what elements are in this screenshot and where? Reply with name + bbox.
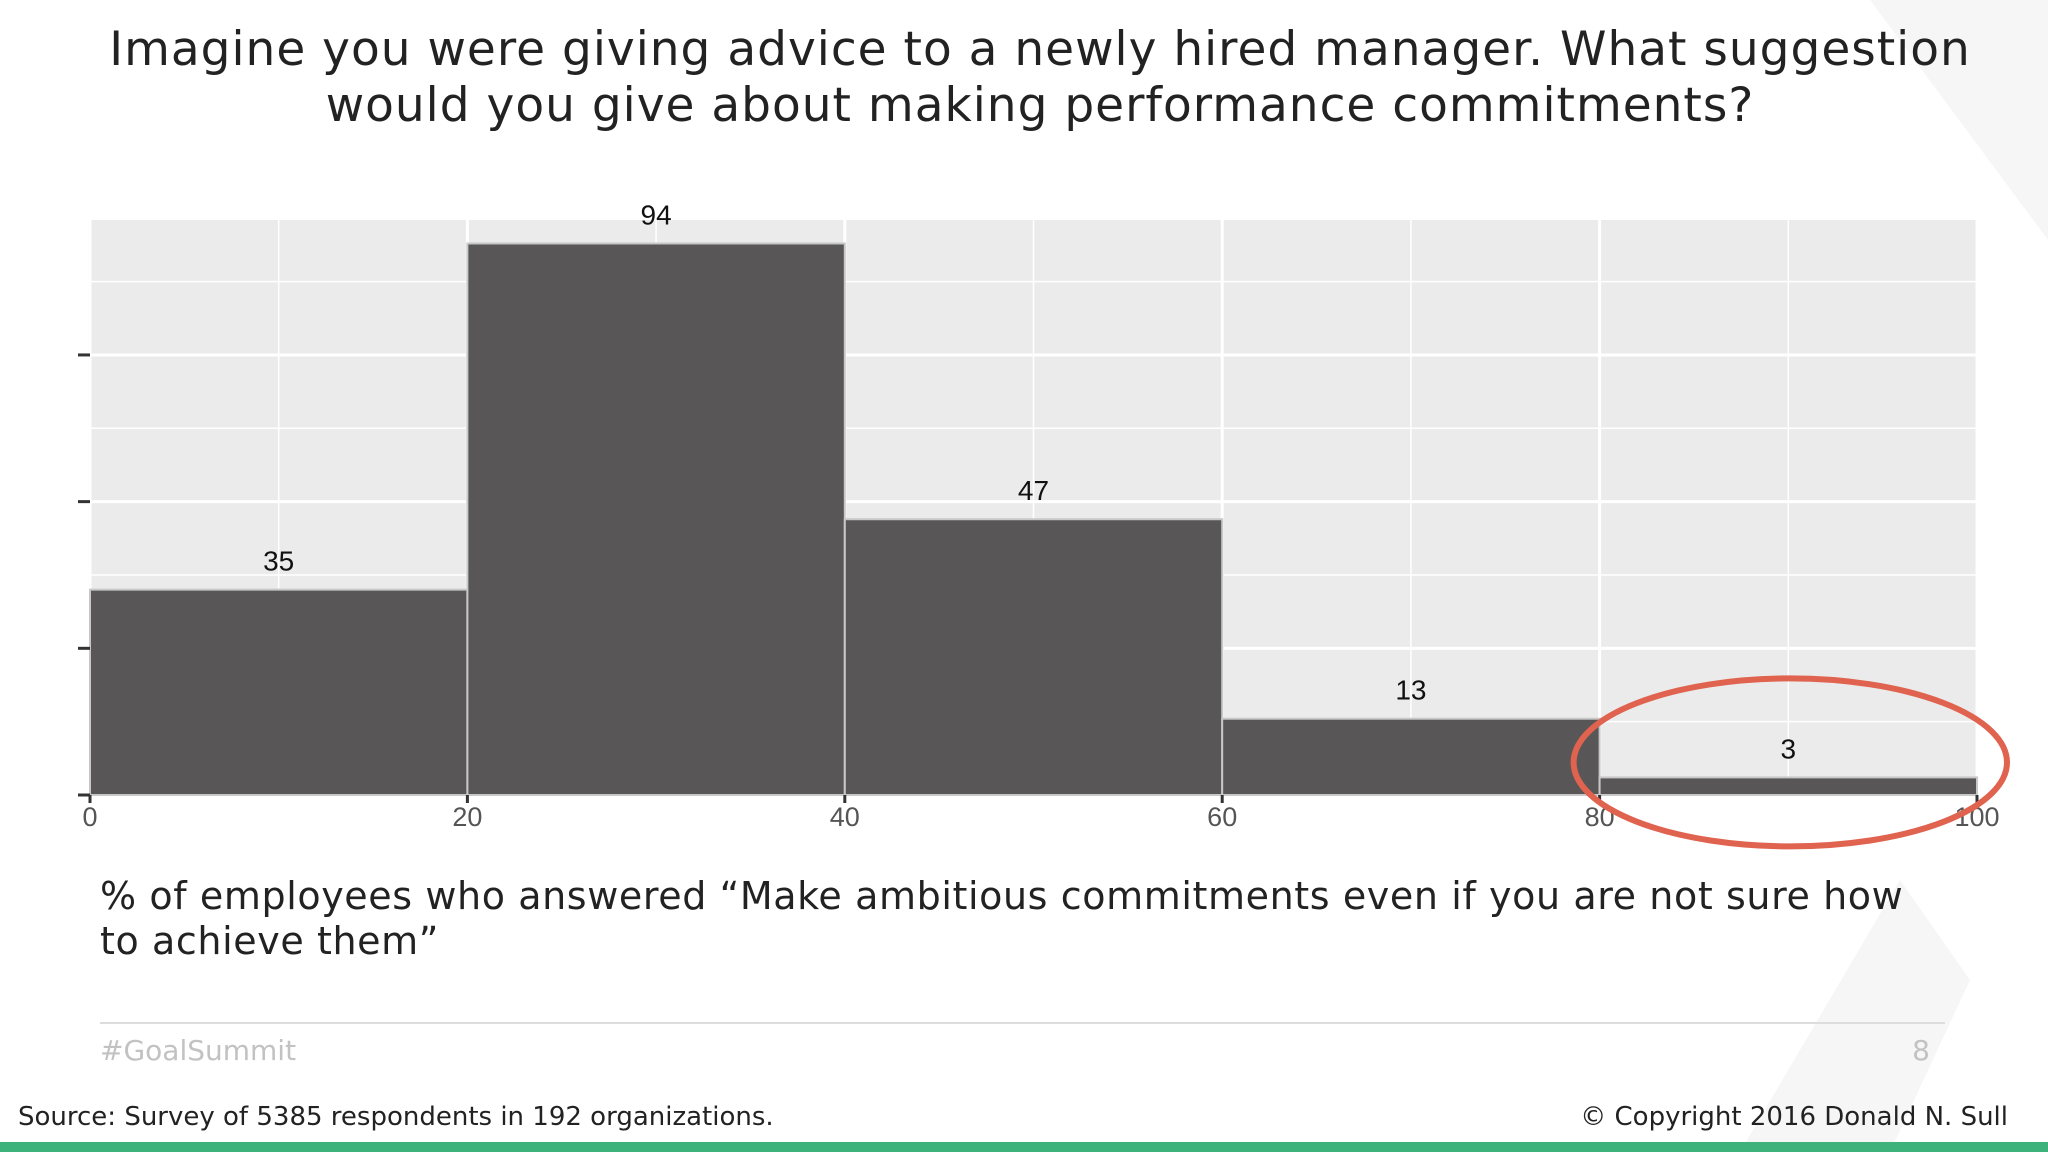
watermark-logo	[1740, 0, 2048, 1152]
x-tick-label-0: 0	[82, 802, 97, 832]
page-title: Imagine you were giving advice to a newl…	[60, 22, 2020, 134]
bar-1	[466, 242, 846, 797]
page-number: 8	[1912, 1034, 1930, 1067]
bar-3	[1221, 717, 1601, 796]
bar-0	[89, 588, 469, 796]
hashtag: #GoalSummit	[100, 1034, 297, 1067]
title-line-1: Imagine you were giving advice to a newl…	[109, 22, 1971, 77]
x-tick-label-3: 60	[1207, 802, 1237, 832]
title-line-2: would you give about making performance …	[325, 78, 1755, 133]
bar-label-4: 3	[1781, 733, 1797, 764]
caption-line-2: to achieve them”	[100, 919, 440, 963]
highlight-ellipse	[1570, 675, 2011, 850]
x-tick-label-1: 20	[452, 802, 482, 832]
bar-4	[1598, 776, 1978, 796]
caption-line-1: % of employees who answered “Make ambiti…	[100, 874, 1904, 918]
bar-labels: 35 94 47 13 3	[263, 200, 1796, 764]
copyright-note: © Copyright 2016 Donald N. Sull	[1580, 1102, 2008, 1132]
bar-label-2: 47	[1018, 475, 1049, 506]
source-note: Source: Survey of 5385 respondents in 19…	[18, 1102, 774, 1132]
footer-accent-bar	[0, 1142, 2048, 1152]
y-axis	[78, 353, 90, 797]
chart-caption: % of employees who answered “Make ambiti…	[100, 874, 2000, 964]
bars	[89, 242, 1978, 797]
footer-divider	[100, 1022, 1945, 1024]
bar-label-3: 13	[1395, 675, 1426, 706]
x-tick-label-2: 40	[830, 802, 860, 832]
bar-label-1: 94	[641, 200, 672, 230]
bar-2	[843, 518, 1224, 796]
x-axis: 0 20 40 60 80 100	[82, 795, 2000, 832]
bar-label-0: 35	[263, 546, 294, 577]
